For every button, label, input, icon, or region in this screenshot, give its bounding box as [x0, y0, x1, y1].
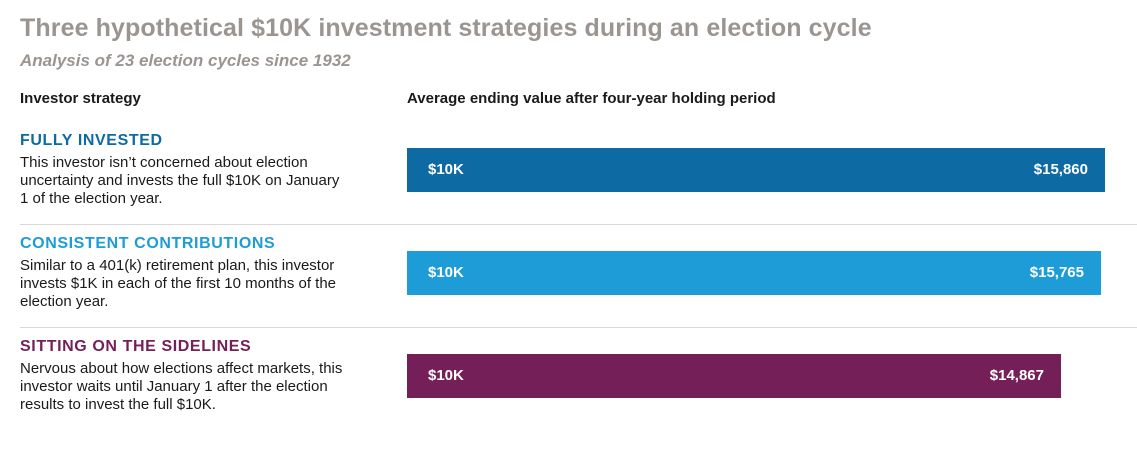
- bar-end-value-label: $15,860: [1033, 161, 1088, 178]
- bar-end-value-label: $15,765: [1029, 264, 1084, 281]
- strategy-description: Nervous about how elections affect marke…: [20, 360, 343, 413]
- strategy-name: CONSISTENT CONTRIBUTIONS: [20, 235, 276, 252]
- strategy-description: This investor isn’t concerned about elec…: [20, 154, 340, 207]
- strategy-name: SITTING ON THE SIDELINES: [20, 338, 252, 355]
- row-divider: [20, 327, 1137, 328]
- bar-start-label: $10K: [428, 264, 464, 281]
- column-header-strategy: Investor strategy: [20, 90, 141, 107]
- bar: $10K $14,867: [407, 354, 1061, 398]
- bar-end-value-label: $14,867: [989, 367, 1044, 384]
- chart-subtitle: Analysis of 23 election cycles since 193…: [20, 51, 351, 70]
- bar-start-label: $10K: [428, 161, 464, 178]
- bar: $10K $15,765: [407, 251, 1101, 295]
- strategy-name: FULLY INVESTED: [20, 132, 163, 149]
- strategy-description: Similar to a 401(k) retirement plan, thi…: [20, 257, 337, 310]
- row-divider: [20, 224, 1137, 225]
- bar-start-label: $10K: [428, 367, 464, 384]
- chart-title: Three hypothetical $10K investment strat…: [20, 14, 872, 42]
- bar: $10K $15,860: [407, 148, 1105, 192]
- column-header-ending-value: Average ending value after four-year hol…: [407, 90, 776, 107]
